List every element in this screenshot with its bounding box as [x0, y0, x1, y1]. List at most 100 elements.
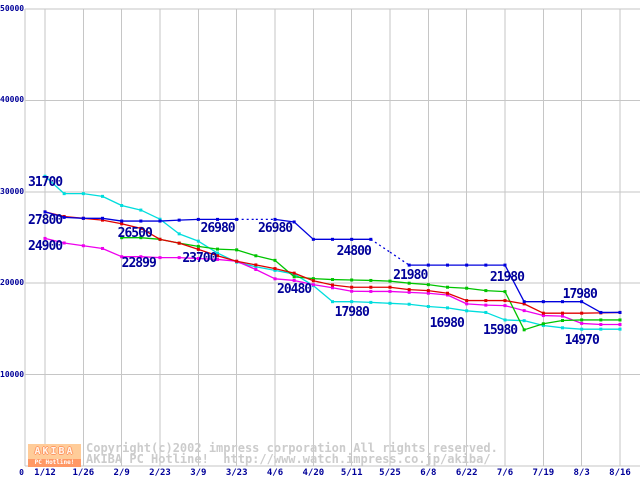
series-line-cyan [562, 327, 582, 330]
series-line-red [178, 242, 199, 251]
series-marker-red [446, 291, 450, 295]
series-line-green [447, 286, 467, 289]
series-marker-cyan [618, 327, 622, 331]
series-marker-red [541, 311, 545, 315]
series-marker-green [465, 286, 469, 290]
series-marker-red [561, 311, 565, 315]
price-callout: 24800 [336, 244, 372, 260]
series-line-cyan [409, 303, 429, 308]
series-marker-cyan [216, 251, 220, 255]
series-marker-magenta [158, 256, 162, 260]
series-line-green [504, 291, 525, 331]
series-marker-red [273, 267, 277, 271]
series-marker-magenta [407, 290, 411, 294]
series-line-red [313, 280, 333, 286]
x-tick-label: 5/25 [379, 468, 401, 478]
series-marker-red [503, 299, 507, 303]
series-marker-blue [503, 263, 507, 267]
series-marker-magenta [177, 256, 181, 260]
series-line-green [198, 245, 218, 250]
x-tick-label: 2/9 [113, 468, 130, 478]
series-line-cyan [44, 175, 65, 195]
x-tick-label: 7/6 [496, 468, 514, 478]
series-marker-magenta [446, 293, 450, 297]
series-marker-green [350, 278, 354, 282]
series-marker-cyan [273, 268, 277, 272]
y-tick-label: 30000 [0, 186, 25, 196]
series-line-magenta [255, 268, 276, 280]
series-line-magenta [313, 284, 333, 289]
series-line-magenta [389, 290, 410, 293]
series-line-magenta [236, 260, 257, 271]
series-marker-blue [580, 300, 584, 304]
y-tick-label: 40000 [0, 95, 25, 105]
series-marker-magenta [580, 321, 584, 325]
y-tick-label: 50000 [0, 4, 25, 13]
series-marker-red [196, 247, 200, 251]
series-line-green [140, 237, 161, 240]
series-line-blue [179, 218, 199, 221]
series-marker-magenta [254, 267, 258, 271]
series-line-green [562, 319, 582, 322]
x-tick-label: 2/23 [149, 468, 171, 478]
series-marker-red [139, 226, 143, 230]
series-marker-blue [139, 219, 143, 223]
series-line-magenta [581, 322, 601, 326]
series-marker-cyan [350, 300, 354, 304]
series-line-green [294, 276, 314, 280]
series-line-cyan [121, 204, 141, 211]
series-marker-green [522, 328, 526, 332]
series-line-red [332, 284, 352, 288]
series-marker-cyan [81, 192, 85, 196]
series-marker-blue [561, 300, 565, 304]
series-line-cyan [370, 301, 391, 304]
series-marker-magenta [101, 246, 105, 250]
series-marker-magenta [503, 304, 507, 308]
series-marker-green [599, 318, 603, 322]
series-marker-magenta [331, 286, 335, 290]
series-marker-magenta [561, 314, 565, 318]
series-line-red [255, 264, 276, 270]
series-line-green [370, 279, 391, 282]
x-tick-label: 3/23 [225, 468, 248, 478]
price-callout: 20480 [277, 281, 312, 297]
series-marker-green [139, 236, 143, 240]
series-marker-cyan [388, 301, 392, 305]
series-marker-red [311, 279, 315, 283]
series-line-red [140, 227, 161, 240]
series-line-cyan [447, 307, 467, 312]
series-marker-red [350, 285, 354, 289]
series-marker-red [388, 285, 392, 289]
series-marker-green [484, 289, 488, 293]
series-marker-blue [599, 310, 603, 314]
series-marker-blue [311, 237, 315, 241]
series-marker-magenta [196, 257, 200, 261]
series-marker-red [254, 263, 258, 267]
series-marker-blue [331, 237, 335, 241]
series-line-red [389, 286, 410, 291]
x-tick-label: 1/26 [72, 468, 95, 478]
logo-subtitle: PC Hotline! [28, 459, 81, 467]
price-callout: 26980 [200, 221, 236, 237]
price-callout: 15980 [483, 322, 518, 338]
series-line-blue [64, 216, 84, 219]
logo-title: AKIBA [28, 444, 81, 459]
series-marker-magenta [120, 255, 124, 259]
x-tick-label: 4/6 [266, 468, 284, 478]
y-tick-label: 10000 [0, 369, 25, 379]
series-marker-red [484, 299, 488, 303]
series-line-magenta [409, 291, 429, 294]
series-marker-blue [81, 216, 85, 220]
series-line-magenta [447, 294, 467, 305]
series-marker-blue [43, 210, 47, 214]
series-line-green [466, 287, 486, 292]
price-callout: 21980 [393, 268, 428, 284]
series-line-magenta [198, 257, 218, 261]
series-marker-magenta [618, 323, 622, 327]
series-line-cyan [83, 192, 103, 198]
series-marker-cyan [139, 208, 143, 212]
series-marker-blue [350, 237, 354, 241]
series-line-cyan [428, 305, 448, 309]
x-tick-label: 1/12 [34, 468, 56, 478]
